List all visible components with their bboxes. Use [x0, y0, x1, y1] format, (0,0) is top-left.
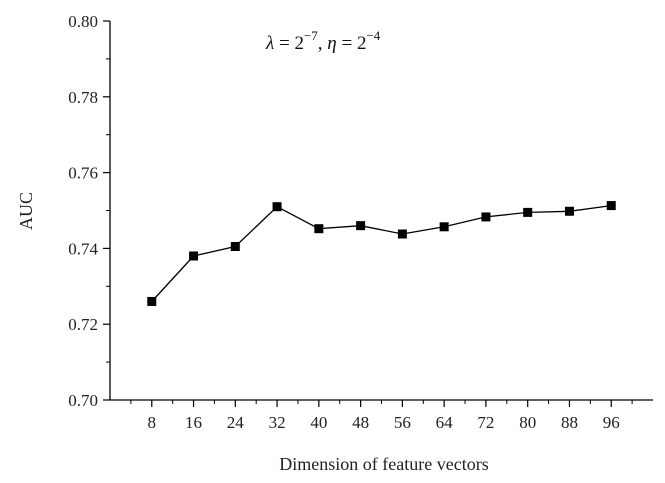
- data-point-marker: [397, 229, 407, 239]
- data-point-marker: [230, 242, 240, 252]
- y-tick-label: 0.74: [68, 239, 98, 258]
- x-tick-label: 32: [269, 413, 286, 432]
- y-axis-label: AUC: [16, 192, 36, 230]
- x-tick-label: 8: [148, 413, 157, 432]
- lambda-symbol: λ: [265, 33, 274, 54]
- y-tick-label: 0.72: [68, 315, 98, 334]
- y-tick-label: 0.76: [68, 164, 98, 183]
- x-axis-label: Dimension of feature vectors: [279, 454, 488, 474]
- x-tick-label: 56: [394, 413, 411, 432]
- data-point-marker: [606, 201, 616, 211]
- x-tick-labels: 8 16 24 32 40 48 56 64 72 80 88 96: [148, 413, 620, 432]
- eta-symbol: η: [327, 33, 336, 54]
- data-point-marker: [189, 251, 199, 261]
- lambda-equals: = 2: [274, 33, 304, 54]
- x-tick-label: 96: [603, 413, 620, 432]
- data-point-marker: [439, 222, 449, 232]
- data-point-marker: [147, 296, 157, 306]
- eta-exponent: −4: [366, 28, 380, 43]
- y-tick-labels: 0.70 0.72 0.74 0.76 0.78 0.80: [68, 12, 98, 410]
- data-series: [151, 204, 612, 302]
- x-tick-label: 24: [227, 413, 245, 432]
- series-line: [151, 204, 612, 302]
- parameter-annotation: λ = 2−7, η = 2−4: [265, 28, 381, 54]
- eta-equals: = 2: [337, 33, 367, 54]
- data-point-marker: [314, 224, 324, 234]
- data-point-marker: [272, 202, 282, 212]
- x-tick-label: 88: [561, 413, 578, 432]
- tick-marks: [103, 20, 633, 407]
- y-tick-label: 0.70: [68, 391, 98, 410]
- data-point-marker: [481, 212, 491, 222]
- y-tick-label: 0.78: [68, 88, 98, 107]
- x-tick-label: 16: [185, 413, 202, 432]
- data-point-marker: [523, 207, 533, 217]
- lambda-exponent: −7: [304, 28, 318, 43]
- x-tick-label: 72: [477, 413, 494, 432]
- x-tick-label: 80: [519, 413, 536, 432]
- y-tick-label: 0.80: [68, 12, 98, 31]
- x-tick-label: 40: [310, 413, 327, 432]
- data-point-marker: [564, 206, 574, 216]
- x-tick-label: 64: [436, 413, 454, 432]
- annotation-comma: ,: [318, 33, 328, 54]
- data-points: [147, 201, 616, 306]
- x-tick-label: 48: [352, 413, 369, 432]
- data-point-marker: [356, 221, 366, 231]
